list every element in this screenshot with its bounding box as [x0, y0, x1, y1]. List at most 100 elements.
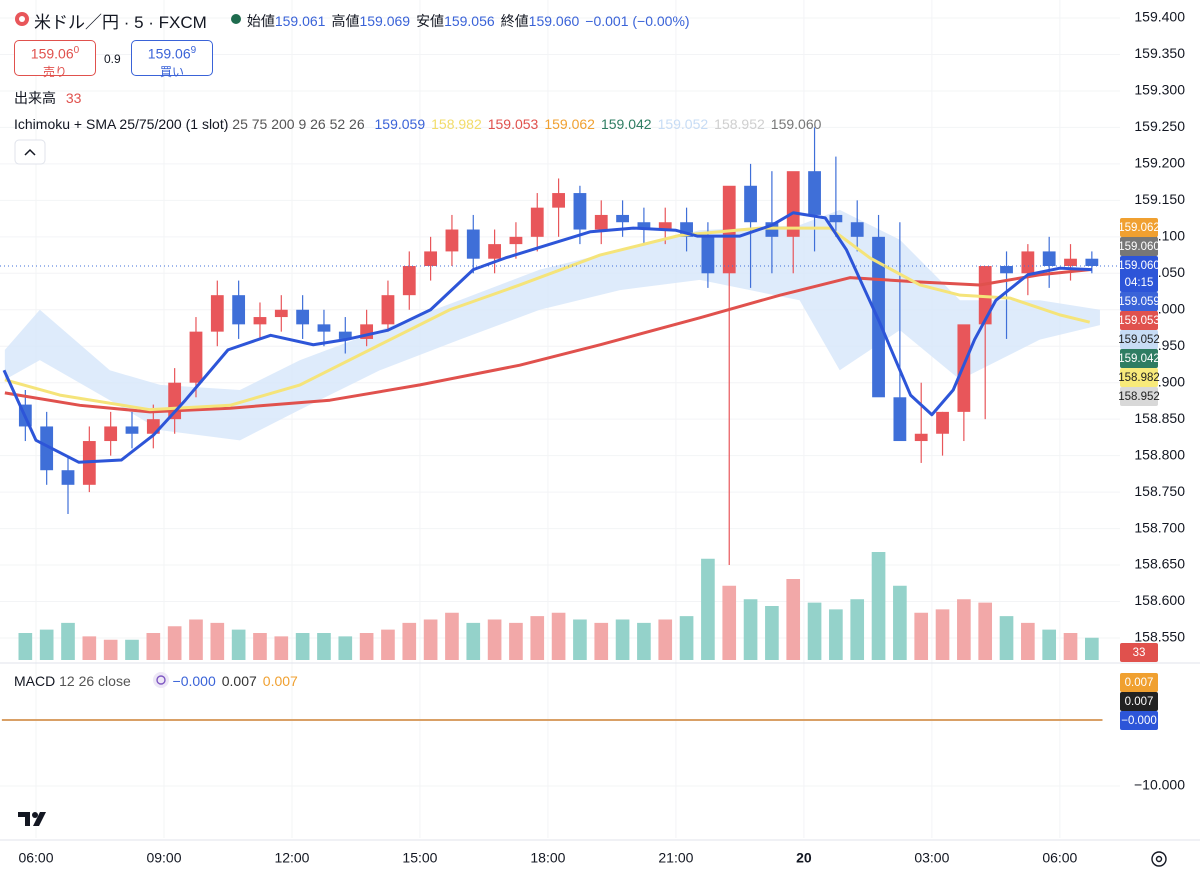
- ohlc-label: 終値: [500, 12, 529, 29]
- x-tick-label: 18:00: [530, 850, 565, 866]
- volume-bar: [39, 629, 54, 660]
- candle-body: [658, 222, 672, 230]
- legend-value: 0.007: [221, 673, 257, 689]
- volume-bar: [615, 619, 630, 660]
- candle-body: [125, 426, 139, 434]
- candle-body: [1000, 265, 1013, 274]
- x-tick-label: 21:00: [658, 850, 693, 866]
- volume-bar: [423, 619, 438, 660]
- candle-body: [850, 222, 864, 237]
- x-tick-label: 09:00: [146, 850, 181, 866]
- x-tick-label: 06:00: [18, 850, 53, 866]
- market-status-dot: [231, 14, 241, 24]
- volume-bar: [701, 558, 715, 660]
- ohlc-label: 始値: [246, 12, 275, 29]
- volume-bar: [359, 633, 374, 660]
- candle-body: [530, 207, 544, 237]
- volume-bar: [338, 636, 353, 660]
- sell-label: 売り: [42, 64, 67, 79]
- candle-body: [1085, 258, 1099, 266]
- candle-body: [210, 295, 224, 332]
- tradingview-logo: [18, 812, 46, 826]
- volume-bar: [402, 622, 417, 660]
- y-tick-label: 158.700: [1134, 519, 1185, 535]
- macd-name: MACD: [14, 673, 56, 689]
- x-tick-label: 20: [796, 850, 812, 866]
- indicator-legend: Ichimoku + SMA 25/75/200 (1 slot) 25 75 …: [14, 116, 821, 132]
- candle-body: [424, 251, 438, 266]
- ohlc-value: 159.056: [444, 12, 495, 29]
- ohlc-label: 高値: [331, 12, 360, 29]
- macd-settings-icon[interactable]: [153, 672, 169, 688]
- candle-body: [445, 229, 459, 252]
- price-label: 159.062: [1118, 222, 1160, 234]
- volume-bar: [253, 633, 267, 660]
- ohlc-value: 159.060: [528, 12, 580, 29]
- buy-button[interactable]: 159.069 買い: [131, 40, 213, 79]
- x-tick-label: 15:00: [402, 850, 437, 866]
- y-tick-label: 158.850: [1134, 410, 1185, 426]
- candle-body: [488, 244, 502, 259]
- volume-bar: [317, 633, 331, 660]
- symbol[interactable]: 米ドル／円 · 5 · FXCM: [34, 13, 207, 32]
- volume-bar: [829, 609, 843, 660]
- buy-digit: 9: [190, 45, 197, 56]
- candle-body: [637, 222, 651, 230]
- candle-body: [402, 265, 416, 296]
- legend-value: 159.060: [770, 116, 822, 132]
- x-tick-label: 06:00: [1042, 850, 1077, 866]
- candle-body: [1042, 251, 1056, 266]
- price-label: 159.060: [1118, 260, 1160, 272]
- candle-body: [1064, 258, 1077, 266]
- price-label-box: [1120, 643, 1158, 662]
- candle-body: [552, 193, 565, 208]
- candle-body: [253, 317, 267, 325]
- buy-price: 159.06: [147, 45, 191, 62]
- volume-bar: [146, 633, 161, 660]
- volume-bar: [487, 619, 502, 660]
- volume-bar: [871, 552, 886, 660]
- macd-values: −0.000 0.007 0.007: [167, 673, 298, 689]
- price-label-box: [1120, 368, 1158, 387]
- volume-bar: [189, 619, 203, 660]
- sell-button[interactable]: 159.060 売り: [14, 40, 96, 79]
- ohlc-value: 159.061: [274, 12, 326, 29]
- volume-value: 33: [65, 90, 82, 106]
- volume-bar: [957, 599, 971, 660]
- legend-value: 158.952: [714, 116, 765, 132]
- candle-body: [509, 236, 523, 245]
- candle-body: [466, 229, 480, 259]
- volume-bar: [210, 622, 225, 660]
- volume-bar: [679, 616, 694, 660]
- ohlc-label: 安値: [416, 12, 445, 29]
- price-label: 158.952: [1118, 391, 1160, 403]
- legend-value: 0.007: [262, 673, 298, 689]
- price-label: 159.053: [1118, 315, 1160, 327]
- indicator-name: Ichimoku + SMA 25/75/200 (1 slot): [14, 116, 229, 132]
- candle-body: [573, 193, 587, 230]
- candle-body: [936, 411, 949, 434]
- volume-bar: [551, 612, 566, 660]
- price-label-box: [1120, 311, 1158, 330]
- collapse-button[interactable]: [14, 139, 46, 165]
- price-label-box: [1120, 387, 1158, 406]
- price-label: 158.982: [1118, 372, 1160, 384]
- price-label-box: [1120, 673, 1158, 692]
- settings-icon[interactable]: [1151, 851, 1167, 867]
- candle-body: [786, 171, 800, 237]
- volume-bar: [82, 636, 97, 660]
- volume-bar: [445, 612, 459, 660]
- candle-body: [61, 470, 75, 485]
- macd-legend: MACD 12 26 close −0.000 0.007 0.007: [14, 673, 298, 689]
- candle-body: [189, 331, 203, 383]
- volume-bar: [1021, 622, 1035, 660]
- price-label-box: [1120, 237, 1158, 256]
- price-label: 159.052: [1118, 334, 1160, 346]
- candle-body: [40, 426, 54, 471]
- candle-body: [296, 309, 310, 325]
- indicator-line: [4, 226, 1091, 412]
- price-label: 159.059: [1118, 296, 1160, 308]
- volume-bar: [1063, 633, 1078, 660]
- y-tick-label: 159.350: [1134, 45, 1185, 61]
